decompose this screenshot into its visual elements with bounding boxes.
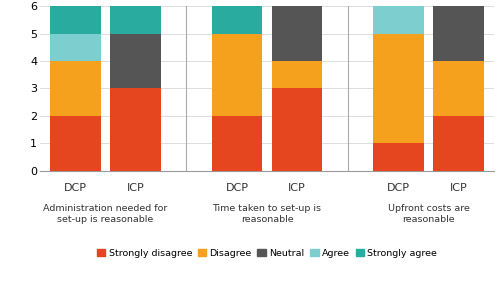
Bar xyxy=(271,88,322,171)
Text: Upfront costs are
reasonable: Upfront costs are reasonable xyxy=(388,204,470,224)
Bar xyxy=(110,34,161,88)
Text: ICP: ICP xyxy=(127,183,144,193)
Bar xyxy=(373,34,424,143)
Bar xyxy=(110,6,161,34)
Text: DCP: DCP xyxy=(64,183,87,193)
Legend: Strongly disagree, Disagree, Neutral, Agree, Strongly agree: Strongly disagree, Disagree, Neutral, Ag… xyxy=(93,245,441,262)
Bar xyxy=(212,116,262,171)
Bar xyxy=(271,61,322,88)
Bar xyxy=(212,34,262,116)
Bar xyxy=(373,143,424,171)
Bar xyxy=(433,61,484,116)
Text: Administration needed for
set-up is reasonable: Administration needed for set-up is reas… xyxy=(43,204,168,224)
Bar xyxy=(271,6,322,61)
Bar xyxy=(373,6,424,34)
Bar xyxy=(110,88,161,171)
Text: ICP: ICP xyxy=(450,183,468,193)
Text: Time taken to set-up is
reasonable: Time taken to set-up is reasonable xyxy=(213,204,321,224)
Bar xyxy=(433,6,484,61)
Bar xyxy=(433,116,484,171)
Text: ICP: ICP xyxy=(288,183,306,193)
Bar xyxy=(50,6,101,34)
Text: DCP: DCP xyxy=(387,183,410,193)
Bar xyxy=(212,6,262,34)
Bar xyxy=(50,34,101,61)
Bar xyxy=(50,61,101,116)
Bar xyxy=(50,116,101,171)
Text: DCP: DCP xyxy=(226,183,249,193)
